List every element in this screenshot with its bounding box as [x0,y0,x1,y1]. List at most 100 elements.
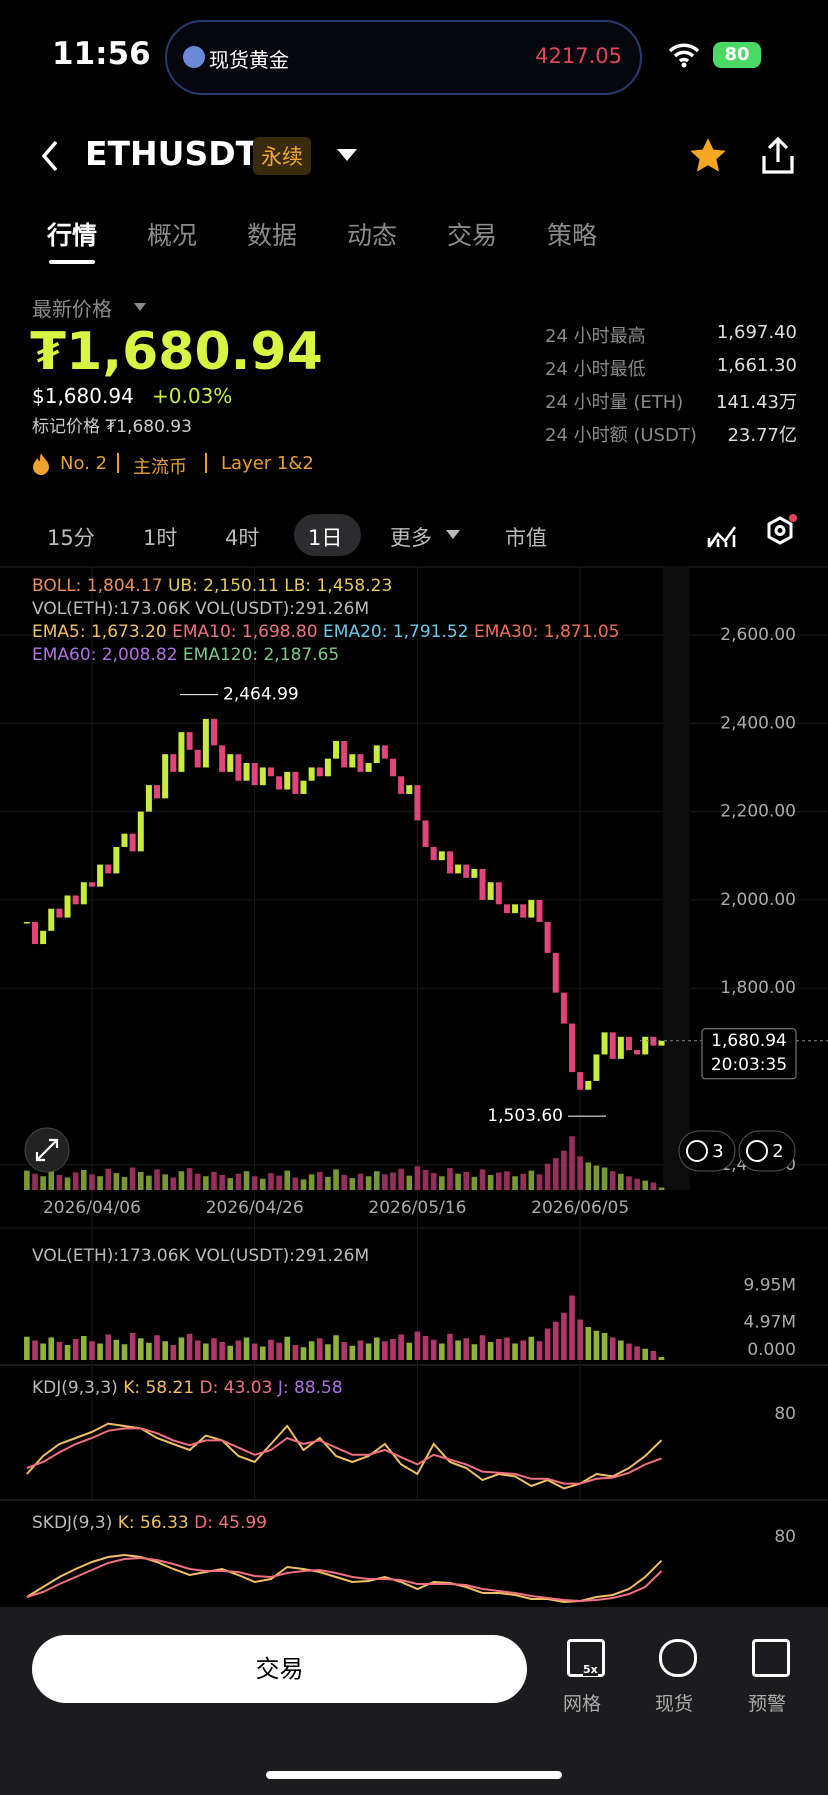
y-tick-label: 4.97M [743,1313,796,1333]
volume-bar [471,1344,478,1360]
volume-bar [561,1150,567,1190]
volume-bar [146,1175,152,1190]
volume-bar [593,1165,600,1190]
candle [585,1080,592,1090]
tab[interactable]: 动态 [347,221,398,250]
panel-title-part: SKDJ(9,3) [32,1513,112,1533]
candle [162,754,169,799]
candle [316,767,323,777]
volume-bar [32,1340,38,1360]
volume-bar [463,1338,470,1360]
volume-bar [479,1169,486,1190]
candle [357,754,364,772]
candle [422,820,429,847]
candle [121,833,128,847]
volume-bar [430,1173,437,1190]
symbol-dropdown[interactable] [336,148,358,162]
volume-bar [373,1171,380,1190]
candle [202,718,209,768]
indicator-value: VOL(ETH):173.06K VOL(USDT):291.26M [32,599,369,619]
indicator-button[interactable] [706,518,738,550]
volume-bar [430,1339,437,1360]
volume-bar [422,1336,429,1360]
indicator-value: EMA20: 1,791.52 [323,622,469,642]
action-icon[interactable] [752,1639,790,1677]
volume-bar [341,1342,347,1360]
candle [145,785,152,812]
tab[interactable]: 策略 [547,221,598,250]
interval[interactable]: 4时 [225,526,260,550]
volume-bar [137,1338,144,1360]
volume-bar [365,1176,372,1190]
volume-bar [170,1177,177,1190]
volume-bar [577,1319,583,1360]
indicator-value: UB: 2,150.11 [168,576,279,596]
wifi-icon [668,43,700,68]
panel-title: KDJ(9,3,3) K: 58.21 D: 43.03 J: 88.58 [32,1378,343,1398]
candle [194,749,201,768]
action-icon[interactable] [659,1639,697,1677]
stat-value: 141.43万 [716,392,797,413]
volume-bar [406,1342,413,1360]
interval[interactable]: 15分 [47,526,95,550]
indicator-value: LB: 1,458.23 [284,576,392,596]
share-button[interactable] [758,136,798,176]
tag-separator [205,453,207,473]
candle [479,869,486,900]
tag-separator [117,453,119,473]
interval[interactable]: 1日 [308,526,343,550]
ticker-pill[interactable]: 现货黄金 4217.05 [165,20,642,95]
y-tick-label: 2,000.00 [720,890,796,910]
volume-bar [618,1173,624,1190]
interval[interactable]: 1时 [143,526,178,550]
volume-bar [300,1179,307,1190]
settings-button[interactable] [762,512,798,552]
volume-bar [227,1178,234,1190]
volume-bar [658,1187,665,1190]
volume-bar [365,1343,372,1360]
volume-bar [72,1339,79,1360]
volume-bar [154,1335,160,1360]
volume-bar [471,1176,478,1190]
volume-bar [162,1341,168,1360]
tab[interactable]: 交易 [447,221,498,250]
interval[interactable]: 市值 [505,526,547,550]
volume-bar [447,1333,453,1360]
panel-title-part: D: 45.99 [194,1513,267,1533]
candle [520,904,527,918]
interval[interactable]: 更多 [390,526,432,550]
volume-bar [24,1170,30,1190]
tab[interactable]: 行情 [47,221,98,250]
candle [40,930,47,945]
volume-bar [40,1343,46,1360]
volume-bar [227,1345,234,1360]
volume-bar [113,1339,120,1360]
candle [381,745,388,759]
action-label[interactable]: 网格 [563,1693,602,1715]
volume-bar [235,1173,242,1190]
candle [544,921,551,953]
stat-label: 24 小时最低 [545,359,646,380]
volume-bar [308,1174,315,1190]
tag: No. 2 [60,453,108,474]
candle [373,745,380,764]
tab[interactable]: 概况 [147,221,198,250]
back-button[interactable] [38,138,62,174]
favorite-star[interactable] [688,136,728,176]
volume-bar [382,1174,388,1190]
trade-button[interactable]: 交易 [32,1635,527,1703]
action-label[interactable]: 预警 [748,1693,787,1715]
candle [455,864,462,874]
price-label-dropdown[interactable] [133,302,147,312]
volume-bar [455,1173,461,1190]
volume-bar [512,1343,518,1360]
tab[interactable]: 数据 [247,221,298,250]
volume-bar [447,1168,453,1190]
candle [219,745,226,772]
action-label[interactable]: 现货 [655,1693,694,1715]
badge-icon [746,1140,768,1162]
candle [471,869,478,878]
volume-bar [634,1178,640,1190]
panel-title-part: K: 56.33 [118,1513,189,1533]
candle [72,895,79,905]
